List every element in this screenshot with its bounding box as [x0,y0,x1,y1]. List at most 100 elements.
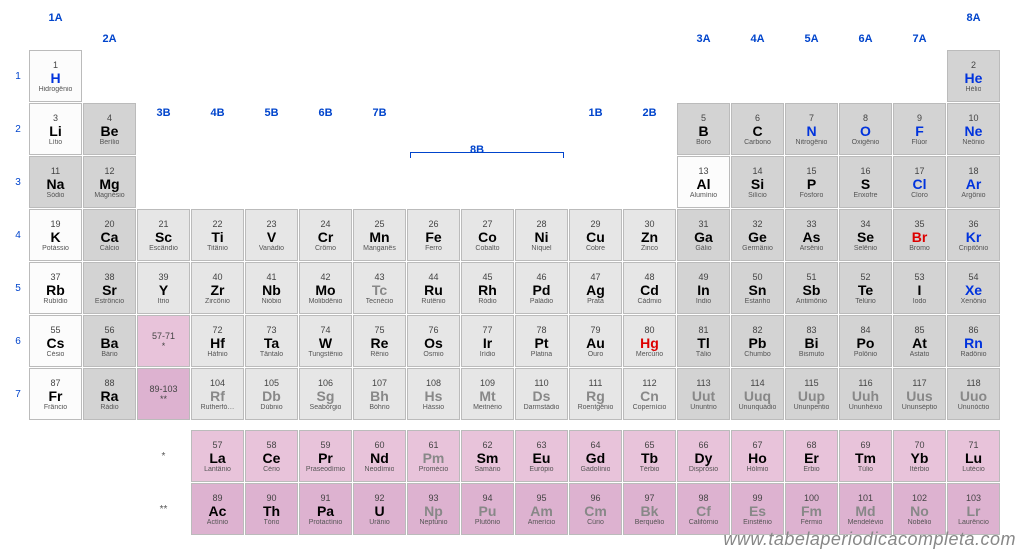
element-Tc[interactable]: 43TcTecnécio [353,262,406,314]
element-Cs[interactable]: 55CsCésio [29,315,82,367]
element-Sb[interactable]: 51SbAntimônio [785,262,838,314]
element-Np[interactable]: 93NpNeptúnio [407,483,460,535]
element-Au[interactable]: 79AuOuro [569,315,622,367]
element-H[interactable]: 1HHidrogênio [29,50,82,102]
element-Pb[interactable]: 82PbChumbo [731,315,784,367]
element-Uut[interactable]: 113UutUnuntrio [677,368,730,420]
element-Ir[interactable]: 77IrIrídio [461,315,514,367]
element-Uuh[interactable]: 116UuhUnunhéxio [839,368,892,420]
element-As[interactable]: 33AsArsênio [785,209,838,261]
element-Uuo[interactable]: 118UuoUnunóctio [947,368,1000,420]
element-Hg[interactable]: 80HgMercúrio [623,315,676,367]
element-Rh[interactable]: 45RhRódio [461,262,514,314]
element-Sn[interactable]: 50SnEstanho [731,262,784,314]
element-Y[interactable]: 39YÍtrio [137,262,190,314]
element-O[interactable]: 8OOxigênio [839,103,892,155]
element-Bi[interactable]: 83BiBismuto [785,315,838,367]
element-I[interactable]: 53IIodo [893,262,946,314]
element-Cn[interactable]: 112CnCopernício [623,368,676,420]
element-Ga[interactable]: 31GaGálio [677,209,730,261]
element-Sr[interactable]: 38SrEstrôncio [83,262,136,314]
element-Dy[interactable]: 66DyDisprósio [677,430,730,482]
element-Ra[interactable]: 88RaRádio [83,368,136,420]
element-Pu[interactable]: 94PuPlutônio [461,483,514,535]
element-Se[interactable]: 34SeSelênio [839,209,892,261]
element-Cf[interactable]: 98CfCalifórnio [677,483,730,535]
element-Pt[interactable]: 78PtPlatina [515,315,568,367]
element-Am[interactable]: 95AmAmerício [515,483,568,535]
element-Md[interactable]: 101MdMendelévio [839,483,892,535]
element-Te[interactable]: 52TeTelúrio [839,262,892,314]
element-Hs[interactable]: 108HsHássio [407,368,460,420]
element-Mn[interactable]: 25MnManganês [353,209,406,261]
element-Be[interactable]: 4BeBerílio [83,103,136,155]
element-Cu[interactable]: 29CuCobre [569,209,622,261]
element-Ac[interactable]: 89AcActínio [191,483,244,535]
element-F[interactable]: 9FFlúor [893,103,946,155]
element-Db[interactable]: 105DbDúbnio [245,368,298,420]
element-Th[interactable]: 90ThTório [245,483,298,535]
element-Es[interactable]: 99EsEinstênio [731,483,784,535]
element-Bh[interactable]: 107BhBóhrio [353,368,406,420]
element-Uup[interactable]: 115UupUnunpentio [785,368,838,420]
element-P[interactable]: 15PFósforo [785,156,838,208]
element-Mg[interactable]: 12MgMagnésio [83,156,136,208]
element-Ge[interactable]: 32GeGermânio [731,209,784,261]
element-Cm[interactable]: 96CmCúrio [569,483,622,535]
element-Ti[interactable]: 22TiTitânio [191,209,244,261]
element-Nb[interactable]: 41NbNióbio [245,262,298,314]
element-Sg[interactable]: 106SgSeabórgio [299,368,352,420]
element-Si[interactable]: 14SiSilício [731,156,784,208]
element-Al[interactable]: 13AlAlumínio [677,156,730,208]
element-Er[interactable]: 68ErÉrbio [785,430,838,482]
element-Uus[interactable]: 117UusUnunséptio [893,368,946,420]
element-S[interactable]: 16SEnxofre [839,156,892,208]
element-Bk[interactable]: 97BkBerquélio [623,483,676,535]
element-Rf[interactable]: 104RfRutherfó… [191,368,244,420]
element-Ne[interactable]: 10NeNeônio [947,103,1000,155]
element-Mt[interactable]: 109MtMeitnério [461,368,514,420]
element-Nd[interactable]: 60NdNeodímio [353,430,406,482]
element-Fr[interactable]: 87FrFrâncio [29,368,82,420]
element-Pm[interactable]: 61PmPromécio [407,430,460,482]
element-Po[interactable]: 84PoPolônio [839,315,892,367]
element-He[interactable]: 2HeHélio [947,50,1000,102]
element-Tl[interactable]: 81TlTálio [677,315,730,367]
element-Hf[interactable]: 72HfHáfnio [191,315,244,367]
element-Cd[interactable]: 48CdCádmio [623,262,676,314]
element-At[interactable]: 85AtAstato [893,315,946,367]
element-Mo[interactable]: 42MoMolibdênio [299,262,352,314]
element-Cr[interactable]: 24CrCrômo [299,209,352,261]
element-B[interactable]: 5BBoro [677,103,730,155]
element-Rb[interactable]: 37RbRubídio [29,262,82,314]
element-Lr[interactable]: 103LrLaurêncio [947,483,1000,535]
element-Ce[interactable]: 58CeCério [245,430,298,482]
element-U[interactable]: 92UUrânio [353,483,406,535]
element-K[interactable]: 19KPotássio [29,209,82,261]
element-Xe[interactable]: 54XeXenônio [947,262,1000,314]
element-C[interactable]: 6CCarbono [731,103,784,155]
element-Na[interactable]: 11NaSódio [29,156,82,208]
element-Zn[interactable]: 30ZnZinco [623,209,676,261]
element-Ru[interactable]: 44RuRutênio [407,262,460,314]
element-Li[interactable]: 3LiLítio [29,103,82,155]
element-Uuq[interactable]: 114UuqUnunquádio [731,368,784,420]
element-Ds[interactable]: 110DsDarmstádio [515,368,568,420]
element-Rg[interactable]: 111RgRoentgênio [569,368,622,420]
element-Sc[interactable]: 21ScEscândio [137,209,190,261]
element-No[interactable]: 102NoNobélio [893,483,946,535]
element-Zr[interactable]: 40ZrZircônio [191,262,244,314]
element-W[interactable]: 74WTungstênio [299,315,352,367]
element-N[interactable]: 7NNitrogênio [785,103,838,155]
element-Ca[interactable]: 20CaCálcio [83,209,136,261]
element-Eu[interactable]: 63EuEurópio [515,430,568,482]
element-Pr[interactable]: 59PrPraseodímio [299,430,352,482]
element-Br[interactable]: 35BrBromo [893,209,946,261]
element-Tb[interactable]: 65TbTérbio [623,430,676,482]
element-Os[interactable]: 76OsÓsmio [407,315,460,367]
element-Gd[interactable]: 64GdGadolínio [569,430,622,482]
element-Ar[interactable]: 18ArArgônio [947,156,1000,208]
element-Ta[interactable]: 73TaTântalo [245,315,298,367]
element-Fm[interactable]: 100FmFérmio [785,483,838,535]
element-Co[interactable]: 27CoCobalto [461,209,514,261]
